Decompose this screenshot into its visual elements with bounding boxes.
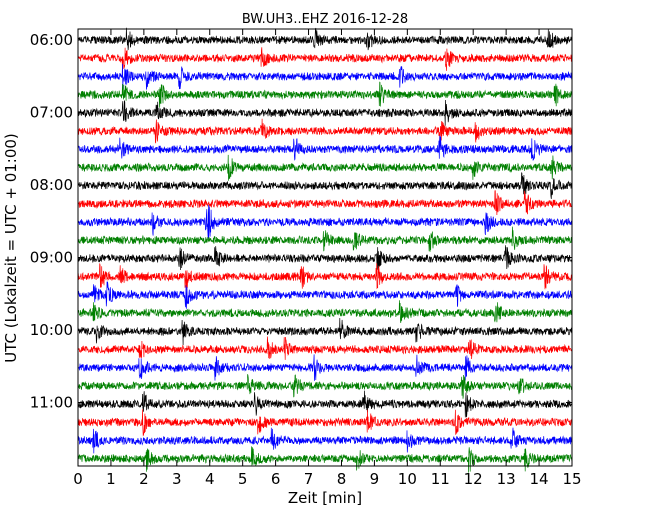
trace-line: [77, 63, 573, 90]
trace-line: [77, 390, 573, 418]
trace-line: [77, 317, 573, 346]
x-tick-label: 11: [431, 470, 450, 488]
y-tick-label: 11:00: [30, 394, 73, 412]
x-axis-label: Zeit [min]: [288, 489, 362, 507]
seismogram-traces: [77, 27, 573, 473]
x-tick-label: 5: [238, 470, 248, 488]
x-tick-label: 2: [139, 470, 149, 488]
x-tick-label: 7: [304, 470, 314, 488]
trace-line: [78, 81, 573, 108]
trace-line: [77, 336, 573, 360]
trace-line: [77, 135, 573, 161]
chart-title: BW.UH3..EHZ 2016-12-28: [242, 12, 408, 27]
y-axis-label: UTC (Lokalzeit = UTC + 01:00): [2, 133, 20, 363]
x-tick-label: 12: [464, 470, 483, 488]
x-tick-label: 1: [106, 470, 116, 488]
trace-line: [77, 27, 573, 51]
trace-line: [77, 281, 573, 309]
x-tick-label: 4: [205, 470, 215, 488]
trace-line: [77, 47, 573, 73]
x-tick-label: 13: [497, 470, 516, 488]
trace-line: [77, 263, 573, 291]
x-tick-label: 14: [530, 470, 549, 488]
y-tick-label: 09:00: [30, 249, 73, 267]
trace-line: [77, 427, 573, 454]
x-tick-label: 9: [370, 470, 380, 488]
y-axis: 06:00 07:00 08:00 09:00 10:00 11:00: [30, 31, 572, 412]
x-tick-label: 3: [172, 470, 182, 488]
x-tick-label: 15: [562, 470, 581, 488]
y-tick-label: 10:00: [30, 321, 73, 339]
y-tick-label: 07:00: [30, 104, 73, 122]
trace-line: [77, 99, 573, 126]
trace-line: [77, 154, 573, 181]
x-tick-label: 6: [271, 470, 281, 488]
trace-line: [77, 204, 573, 239]
x-axis: 0 1 2 3 4 5 6 7 8 9 10 11 12 13 14 15: [73, 29, 582, 488]
trace-line: [77, 374, 573, 399]
x-tick-label: 0: [73, 470, 83, 488]
trace-line: [77, 118, 573, 145]
trace-line: [77, 446, 573, 473]
trace-line: [77, 226, 573, 252]
trace-line: [77, 190, 573, 216]
plot-frame: [77, 28, 573, 467]
trace-line: [77, 409, 573, 437]
trace-line: [77, 172, 573, 199]
y-tick-label: 06:00: [30, 31, 73, 49]
x-tick-label: 10: [398, 470, 417, 488]
trace-line: [77, 354, 573, 381]
y-tick-label: 08:00: [30, 176, 73, 194]
x-tick-label: 8: [337, 470, 347, 488]
trace-line: [77, 300, 573, 323]
trace-line: [77, 245, 573, 271]
